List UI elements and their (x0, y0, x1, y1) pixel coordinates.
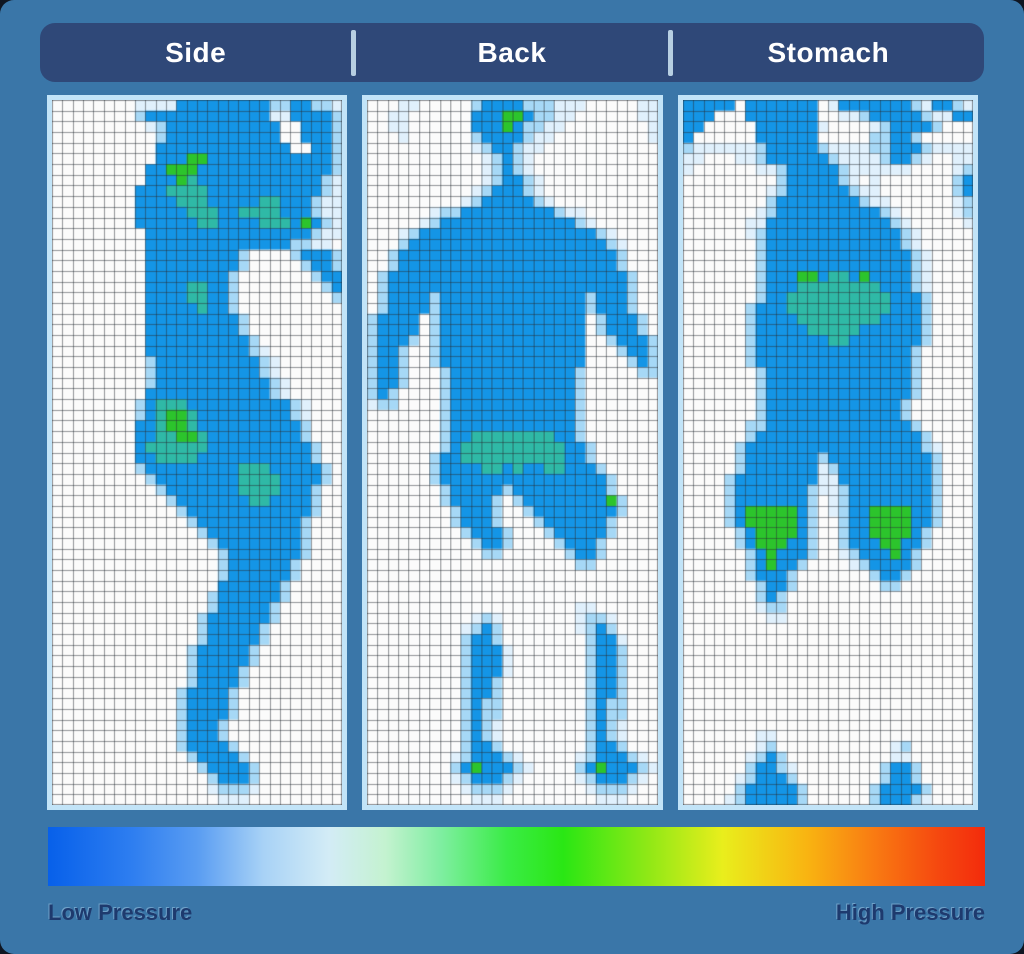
low-pressure-label: Low Pressure (48, 900, 193, 925)
tab-back[interactable]: Back (477, 36, 547, 68)
pressure-scale-labels: Low Pressure High Pressure (48, 900, 985, 926)
stomach-pressure-map-panel (677, 95, 978, 810)
tab-divider (351, 29, 357, 76)
pressure-map-panels (47, 95, 978, 810)
back-pressure-map-panel (362, 95, 663, 810)
side-pressure-map-panel (47, 95, 348, 810)
pressure-scale-gradient (48, 827, 985, 886)
back-pressure-map-canvas (367, 100, 658, 805)
tab-stomach[interactable]: Stomach (767, 36, 890, 68)
side-pressure-map-canvas (52, 100, 343, 805)
position-tabbar: Side Back Stomach (40, 23, 984, 82)
high-pressure-label: High Pressure (835, 900, 985, 925)
tab-divider (667, 29, 673, 76)
stomach-pressure-map-canvas (682, 100, 973, 805)
tab-side[interactable]: Side (165, 36, 227, 68)
